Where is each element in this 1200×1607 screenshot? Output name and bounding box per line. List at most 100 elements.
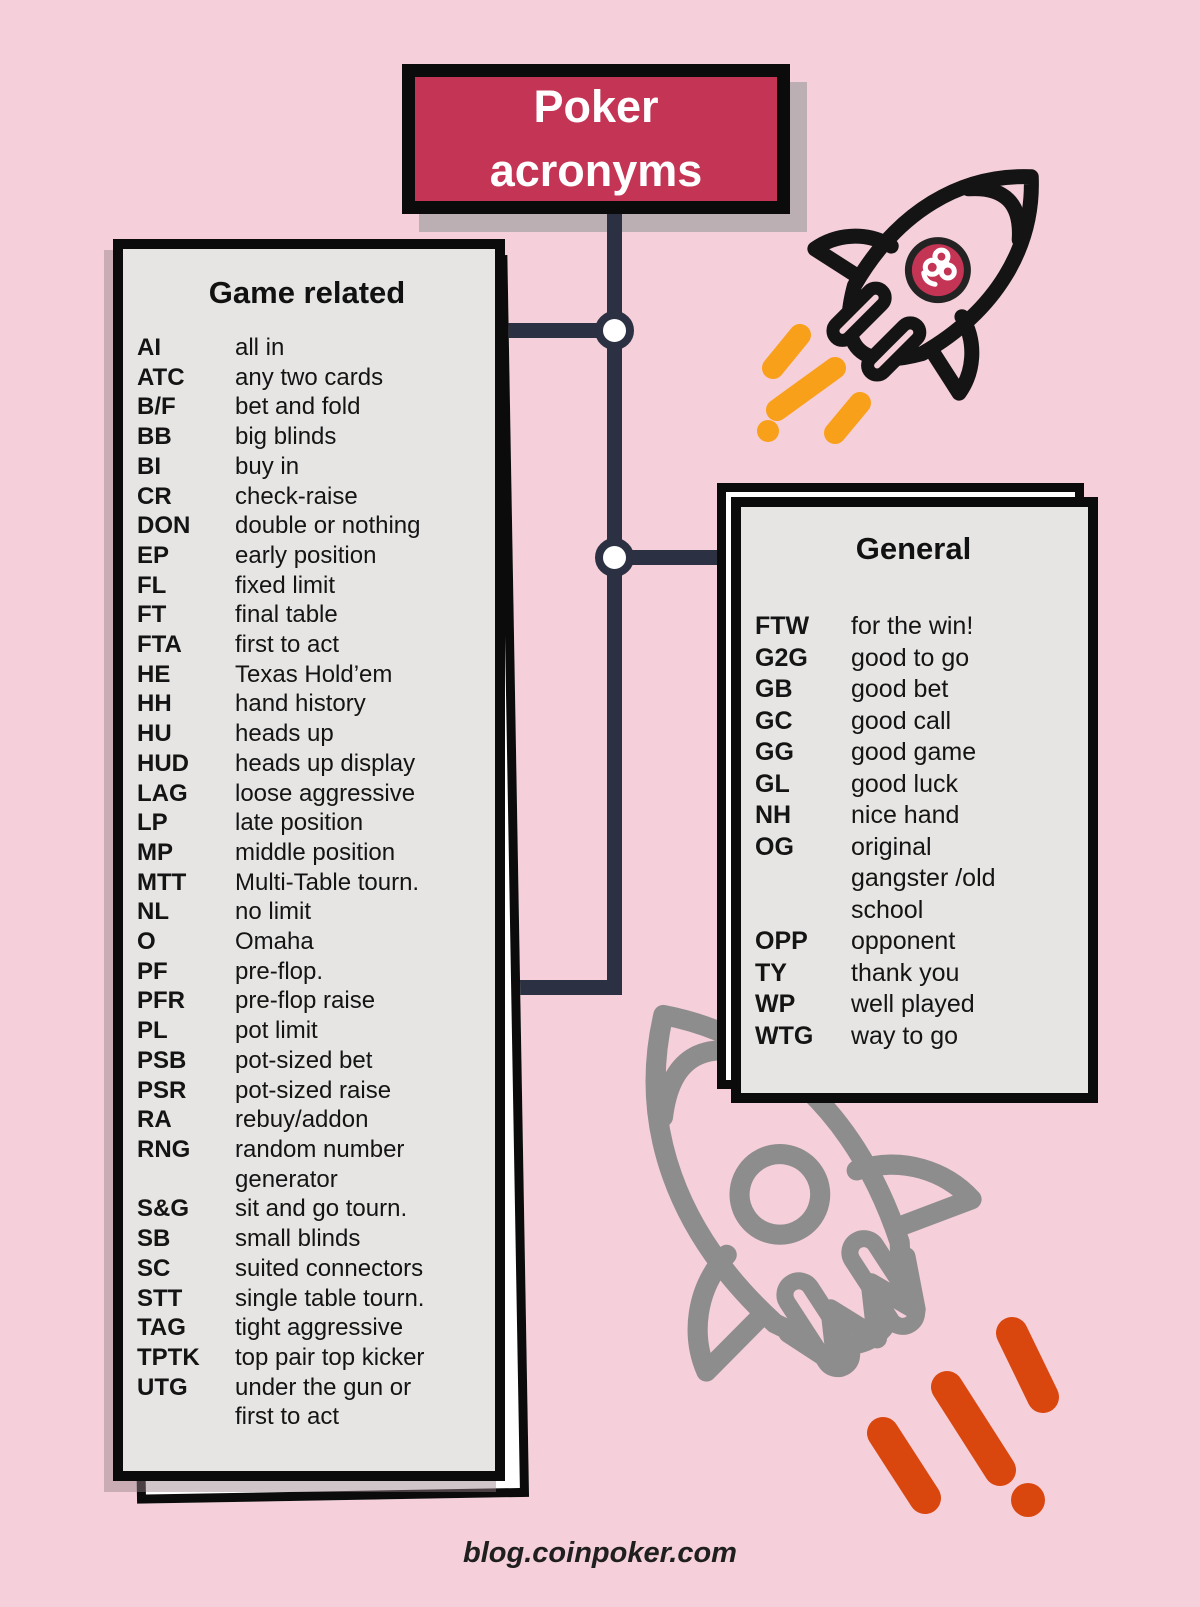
connector-node-general	[595, 538, 634, 577]
acronym-code: GL	[755, 769, 790, 798]
acronym-code: ATC	[137, 363, 185, 391]
acronym-definition: opponent	[851, 927, 956, 955]
general-panel: General FTW for the win! G2G good to go …	[731, 497, 1098, 1103]
acronym-definition: suited connectors	[235, 1254, 424, 1282]
acronym-code: SC	[137, 1254, 171, 1282]
acronym-definition: heads up display	[235, 749, 416, 777]
acronym-row: GB good bet	[755, 674, 1072, 706]
acronym-row: PFR pre-flop raise	[137, 986, 477, 1016]
acronym-definition: middle position	[235, 838, 396, 866]
acronym-definition: original gangster /old school	[851, 832, 996, 924]
acronym-row: BI buy in	[137, 452, 477, 482]
acronym-row: FTW for the win!	[755, 611, 1072, 643]
footer-url: blog.coinpoker.com	[463, 1537, 737, 1569]
acronym-row: LP late position	[137, 808, 477, 838]
acronym-definition: way to go	[851, 1021, 959, 1050]
acronym-definition: late position	[235, 809, 364, 837]
acronym-definition: bet and fold	[235, 393, 361, 421]
connector-vertical-line	[607, 200, 622, 995]
acronym-code: FTW	[755, 612, 810, 640]
acronym-row: STT single table tourn.	[137, 1284, 477, 1314]
acronym-definition: Texas Hold’em	[235, 660, 393, 688]
acronym-definition: top pair top kicker	[235, 1343, 425, 1371]
acronym-code: WP	[755, 990, 796, 1018]
acronym-row: B/F bet and fold	[137, 392, 477, 422]
acronym-row: DON double or nothing	[137, 511, 477, 541]
acronym-code: GG	[755, 738, 794, 766]
acronym-code: AI	[137, 334, 161, 361]
title-box: Poker acronyms	[402, 64, 790, 214]
acronym-row: UTG under the gun or first to act	[137, 1373, 477, 1432]
connector-to-game-panel	[500, 323, 610, 338]
acronym-row: SC suited connectors	[137, 1254, 477, 1284]
acronym-definition: all in	[235, 334, 285, 361]
acronym-code: FTA	[137, 631, 182, 659]
coinpoker-logo-icon	[904, 237, 971, 304]
acronym-code: PF	[137, 957, 168, 985]
acronym-code: UTG	[137, 1373, 188, 1401]
acronym-code: HH	[137, 690, 172, 718]
acronym-code: MTT	[137, 868, 187, 896]
acronym-row: HE Texas Hold’em	[137, 660, 477, 690]
acronym-definition: good game	[851, 738, 977, 766]
acronym-code: TPTK	[137, 1343, 200, 1371]
acronym-code: RNG	[137, 1135, 191, 1163]
acronym-code: NL	[137, 898, 169, 926]
acronym-row: NH nice hand	[755, 800, 1072, 832]
acronym-code: PSB	[137, 1046, 187, 1074]
acronym-code: SB	[137, 1225, 171, 1253]
acronym-definition: nice hand	[851, 801, 960, 829]
acronym-definition: rebuy/addon	[235, 1106, 369, 1134]
acronym-row: TAG tight aggressive	[137, 1313, 477, 1343]
acronym-row: GC good call	[755, 706, 1072, 738]
acronym-definition: Multi-Table tourn.	[235, 868, 420, 896]
acronym-row: WTG way to go	[755, 1021, 1072, 1053]
acronym-row: SB small blinds	[137, 1224, 477, 1254]
acronym-code: BI	[137, 452, 161, 480]
acronym-definition: buy in	[235, 452, 300, 480]
acronym-row: PL pot limit	[137, 1016, 477, 1046]
acronym-definition: good bet	[851, 675, 949, 703]
acronym-row: MTT Multi-Table tourn.	[137, 868, 477, 898]
acronym-definition: good to go	[851, 643, 970, 672]
acronym-definition: no limit	[235, 898, 312, 926]
acronym-definition: Omaha	[235, 928, 314, 956]
acronym-row: TPTK top pair top kicker	[137, 1343, 477, 1373]
acronym-row: FTA first to act	[137, 630, 477, 660]
acronym-code: PFR	[137, 987, 185, 1015]
acronym-row: CR check-raise	[137, 482, 477, 512]
acronym-code: HE	[137, 660, 171, 688]
acronym-row: FT final table	[137, 600, 477, 630]
acronym-row: PSB pot-sized bet	[137, 1046, 477, 1076]
acronym-row: GG good game	[755, 737, 1072, 769]
acronym-row: WP well played	[755, 989, 1072, 1021]
acronym-definition: tight aggressive	[235, 1314, 404, 1342]
acronym-code: O	[137, 928, 156, 956]
acronym-definition: good call	[851, 706, 952, 735]
game-panel: Game related AI all in ATC any two cards…	[113, 239, 505, 1481]
flame-dashes-icon	[757, 324, 871, 444]
acronym-row: HUD heads up display	[137, 749, 477, 779]
acronym-row: NL no limit	[137, 897, 477, 927]
acronym-code: G2G	[755, 643, 808, 672]
acronym-code: HUD	[137, 749, 189, 777]
acronym-row: MP middle position	[137, 838, 477, 868]
acronym-code: BB	[137, 423, 172, 451]
acronym-code: FL	[137, 571, 167, 599]
acronym-code: FT	[137, 601, 167, 629]
acronym-code: DON	[137, 512, 191, 540]
game-acronym-list: AI all in ATC any two cards B/F bet and …	[137, 333, 477, 1432]
acronym-definition: well played	[851, 990, 975, 1018]
acronym-definition: fixed limit	[235, 571, 336, 599]
acronym-row: HU heads up	[137, 719, 477, 749]
connector-node-game	[595, 311, 634, 350]
acronym-code: STT	[137, 1284, 183, 1312]
acronym-code: PSR	[137, 1076, 187, 1104]
acronym-definition: pre-flop raise	[235, 987, 376, 1015]
acronym-code: TAG	[137, 1314, 186, 1342]
acronym-code: LP	[137, 809, 168, 837]
acronym-code: GB	[755, 675, 793, 703]
acronym-definition: any two cards	[235, 363, 384, 391]
acronym-code: EP	[137, 541, 170, 569]
acronym-code: TY	[755, 958, 787, 987]
